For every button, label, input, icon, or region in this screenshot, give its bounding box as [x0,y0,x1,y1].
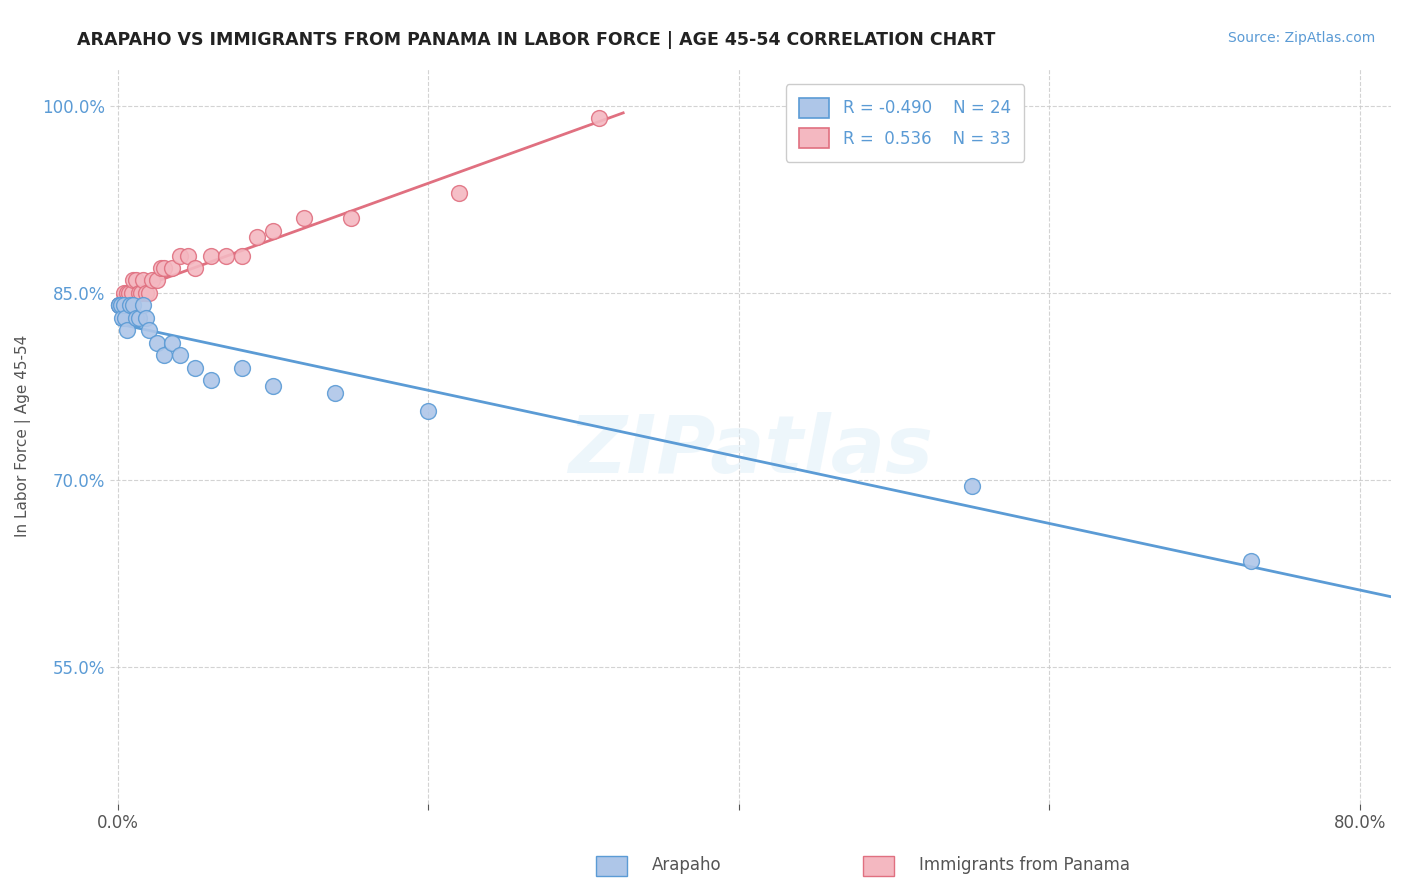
Point [200,248,222,262]
Point [138,285,160,300]
Point [150,260,173,275]
Point [120,298,142,312]
Point [122,298,145,312]
Point [153,260,176,275]
Point [114,298,136,312]
Point [108,298,131,312]
Point [128,285,150,300]
Point [231,360,253,375]
Point [960,479,983,493]
Y-axis label: In Labor Force | Age 45-54: In Labor Force | Age 45-54 [15,335,31,537]
Point [145,335,167,350]
Point [111,310,134,325]
Text: ZIPatlas: ZIPatlas [568,412,934,490]
Point [112,285,135,300]
Point [339,211,361,226]
Point [131,298,153,312]
Point [108,298,131,312]
Point [169,248,191,262]
Point [110,298,132,312]
Point [111,298,134,312]
Point [125,273,148,287]
Point [131,273,153,287]
Point [200,373,222,387]
Point [246,229,269,244]
Point [292,211,315,226]
Point [215,248,238,262]
Text: Immigrants from Panama: Immigrants from Panama [920,856,1130,874]
Point [138,323,160,337]
Point [231,248,253,262]
Point [115,285,138,300]
Point [129,285,152,300]
Point [125,310,148,325]
Point [262,379,284,393]
Point [117,285,139,300]
Point [184,360,207,375]
Point [115,323,138,337]
Point [110,298,132,312]
Point [323,385,346,400]
Point [449,186,471,201]
Point [135,310,157,325]
Point [141,273,163,287]
Point [262,223,284,237]
Point [1240,554,1263,568]
Point [169,348,191,362]
Point [418,404,440,418]
Text: Source: ZipAtlas.com: Source: ZipAtlas.com [1227,31,1375,45]
Point [160,335,183,350]
Point [176,248,198,262]
Point [135,285,157,300]
Legend: R = -0.490    N = 24, R =  0.536    N = 33: R = -0.490 N = 24, R = 0.536 N = 33 [786,84,1024,161]
Point [588,112,610,126]
Point [153,348,176,362]
Point [120,298,142,312]
Point [114,310,136,325]
Point [112,298,135,312]
Point [128,310,150,325]
Text: Arapaho: Arapaho [652,856,721,874]
Point [160,260,183,275]
Text: ARAPAHO VS IMMIGRANTS FROM PANAMA IN LABOR FORCE | AGE 45-54 CORRELATION CHART: ARAPAHO VS IMMIGRANTS FROM PANAMA IN LAB… [77,31,995,49]
Point [145,273,167,287]
Point [121,285,143,300]
Point [108,298,131,312]
Point [184,260,207,275]
Point [122,273,145,287]
